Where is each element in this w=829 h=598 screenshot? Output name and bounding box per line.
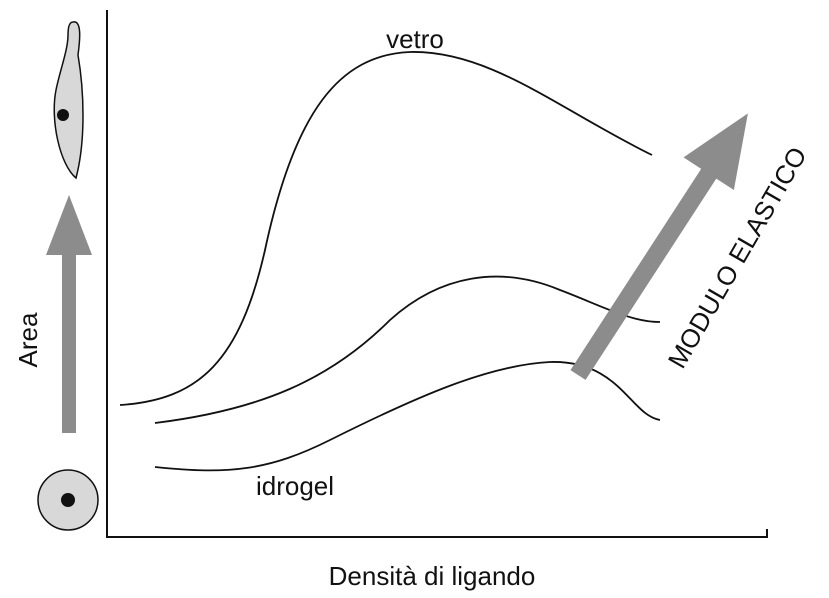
diagram: vetro idrogel Area Densità di ligando MO… — [0, 0, 829, 598]
curve-vetro — [120, 52, 652, 405]
elongated-cell — [54, 22, 83, 178]
nucleus — [57, 109, 69, 121]
axes — [107, 10, 767, 537]
x-axis-label: Densità di ligando — [329, 561, 536, 591]
label-vetro: vetro — [386, 24, 444, 54]
nucleus — [61, 493, 75, 507]
y-axis-label: Area — [13, 312, 43, 367]
area-arrow — [46, 195, 92, 433]
label-idrogel: idrogel — [256, 471, 334, 501]
arrow-label: MODULO ELASTICO — [662, 142, 813, 373]
